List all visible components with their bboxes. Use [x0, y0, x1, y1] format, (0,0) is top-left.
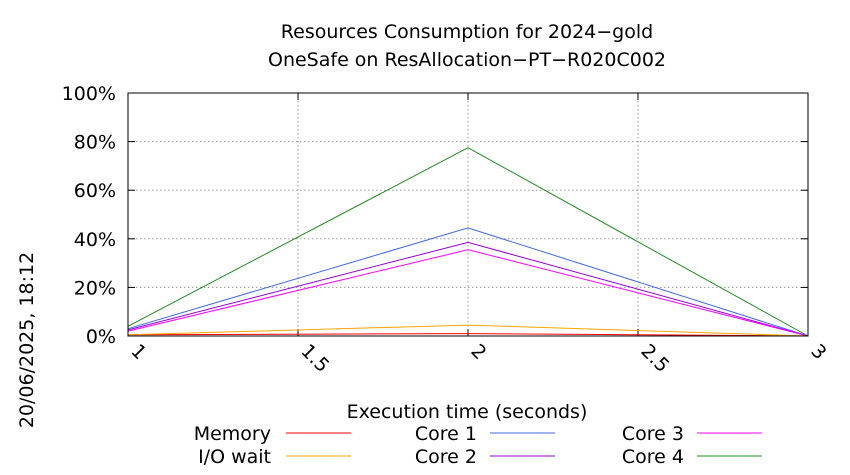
x-tick-label: 1.5 [296, 340, 333, 377]
x-tick-label: 2.5 [636, 340, 673, 377]
y-tick-label: 20% [74, 277, 116, 299]
series-lines [127, 147, 809, 337]
series-line-memory [127, 333, 809, 337]
series-line-core-1 [127, 227, 809, 337]
x-tick-label: 1 [126, 340, 150, 364]
legend-label: Core 4 [622, 446, 684, 468]
legend-label: Core 3 [622, 423, 684, 445]
x-tick-label: 3 [806, 340, 830, 364]
series-line-core-4 [127, 147, 809, 337]
legend-label: Core 2 [415, 446, 477, 468]
grid-lines [128, 93, 808, 336]
series-line-core-3 [127, 249, 809, 337]
y-tick-label: 0% [86, 326, 116, 348]
y-tick-label: 40% [74, 229, 116, 251]
y-tick-label: 80% [74, 132, 116, 154]
chart-subtitle: OneSafe on ResAllocation−PT−R020C002 [268, 49, 666, 71]
legend-label: Memory [194, 423, 271, 445]
series-line-core-2 [127, 241, 809, 337]
y-tick-label: 60% [74, 180, 116, 202]
plot-border [127, 92, 809, 337]
y-tick-label: 100% [62, 83, 116, 105]
legend-label: Core 1 [415, 423, 477, 445]
x-axis-label: Execution time (seconds) [347, 401, 588, 423]
chart-title: Resources Consumption for 2024−gold [281, 21, 653, 43]
legend-label: I/O wait [198, 446, 271, 468]
x-tick-label: 2 [466, 340, 490, 364]
timestamp: 20/06/2025, 18:12 [16, 252, 38, 428]
y-axis-ticks: 0% 20% 40% 60% 80% 100% [62, 83, 808, 348]
series-line-i-o-wait [127, 324, 809, 337]
